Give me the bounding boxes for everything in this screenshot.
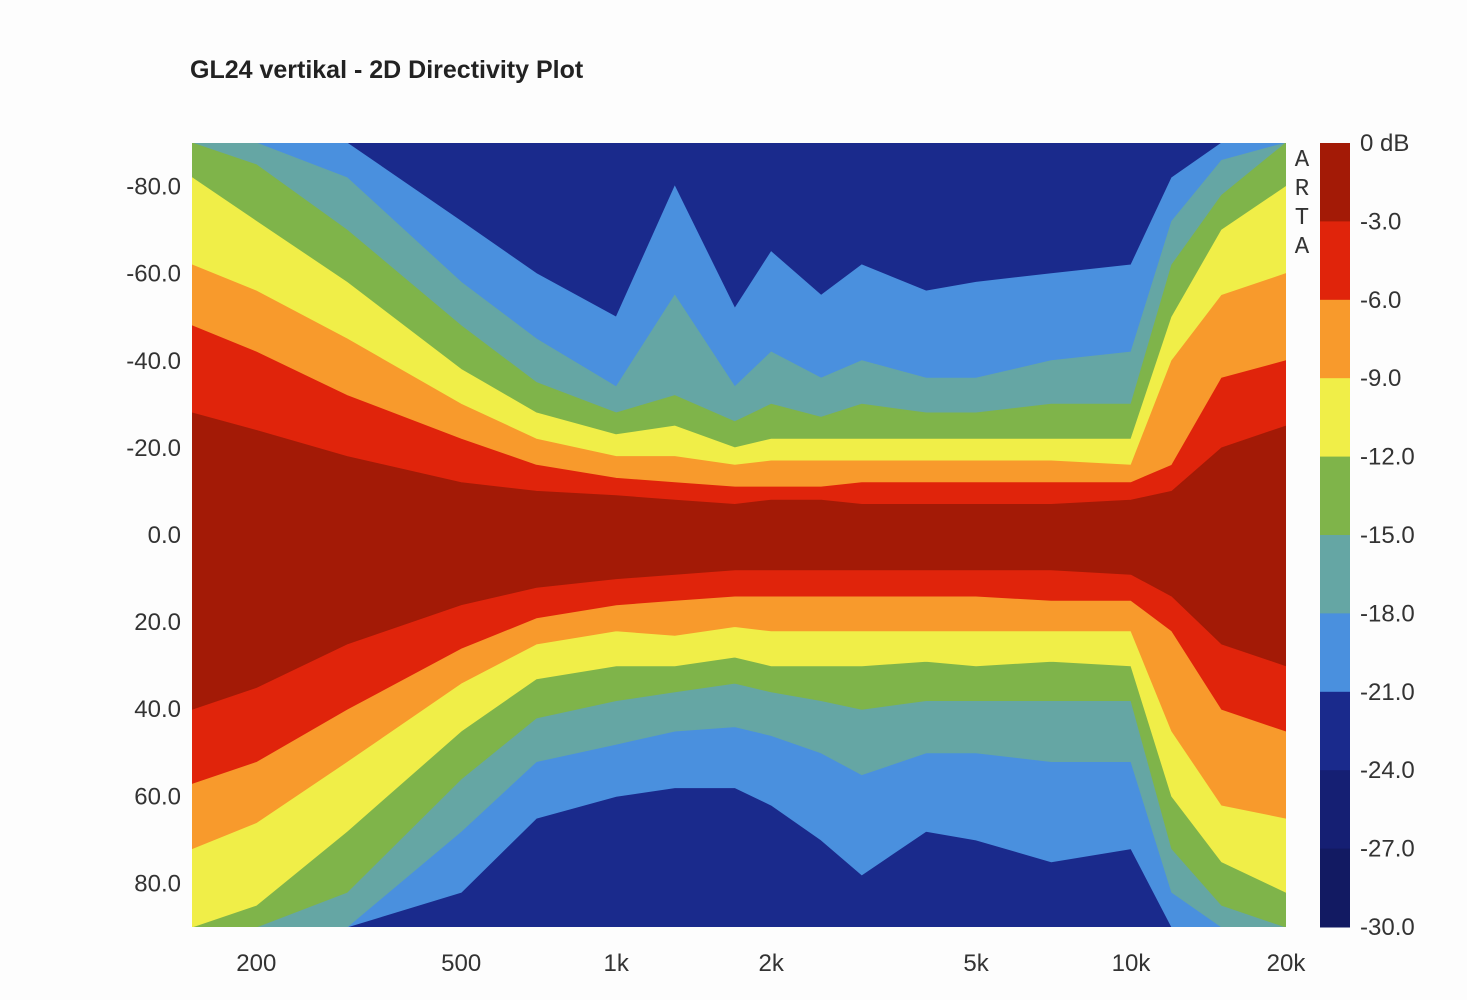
x-tick-label: 200	[236, 950, 276, 977]
colorbar-label: -6.0	[1360, 287, 1401, 314]
colorbar-segment	[1320, 691, 1350, 771]
colorbar-segment	[1320, 378, 1350, 458]
y-tick-label: 40.0	[134, 696, 181, 723]
colorbar-label: -18.0	[1360, 600, 1415, 627]
y-axis-ticks: -80.0 -60.0 -40.0 -20.0 0.0 20.0 40.0 60.0 80.0	[126, 174, 181, 898]
colorbar-label: -21.0	[1360, 679, 1415, 706]
watermark-letter: R	[1295, 176, 1309, 203]
y-tick-label: -40.0	[126, 348, 181, 375]
colorbar-segment	[1320, 221, 1350, 301]
colorbar-label: -9.0	[1360, 365, 1401, 392]
colorbar-label: -30.0	[1360, 914, 1415, 941]
watermark-letter: A	[1295, 147, 1310, 174]
x-tick-label: 2k	[758, 950, 784, 977]
colorbar-segment	[1320, 456, 1350, 536]
colorbar-label: -15.0	[1360, 522, 1415, 549]
colorbar-label: -24.0	[1360, 757, 1415, 784]
watermark-letter: A	[1295, 234, 1310, 261]
colorbar-segment	[1320, 143, 1350, 222]
colorbar-legend: 0 dB -3.0 -6.0 -9.0 -12.0 -15.0 -18.0 -21.0 -24.…	[1320, 130, 1415, 941]
y-tick-label: 80.0	[134, 870, 181, 897]
y-tick-label: 0.0	[148, 522, 181, 549]
y-tick-label: 20.0	[134, 609, 181, 636]
y-tick-label: -60.0	[126, 261, 181, 288]
contour-band-0	[192, 412, 1286, 710]
colorbar-segment	[1320, 770, 1350, 850]
x-axis-ticks: 200 500 1k 2k 5k 10k 20k	[236, 950, 1306, 977]
colorbar-label: 0 dB	[1360, 130, 1409, 157]
x-tick-label: 5k	[963, 950, 989, 977]
x-tick-label: 20k	[1267, 950, 1307, 977]
x-tick-label: 10k	[1112, 950, 1152, 977]
watermark-letter: T	[1295, 205, 1309, 232]
x-tick-label: 1k	[604, 950, 630, 977]
x-tick-label: 500	[441, 950, 481, 977]
y-tick-label: -20.0	[126, 435, 181, 462]
colorbar-segment	[1320, 535, 1350, 614]
colorbar-label: -3.0	[1360, 208, 1401, 235]
colorbar-label: -27.0	[1360, 836, 1415, 863]
colorbar-segment	[1320, 848, 1350, 928]
colorbar-segment	[1320, 299, 1350, 379]
y-tick-label: -80.0	[126, 174, 181, 201]
plot-area	[192, 143, 1286, 927]
colorbar-label: -12.0	[1360, 444, 1415, 471]
chart-title: GL24 vertikal - 2D Directivity Plot	[190, 56, 584, 84]
colorbar-segment	[1320, 613, 1350, 693]
y-tick-label: 60.0	[134, 783, 181, 810]
